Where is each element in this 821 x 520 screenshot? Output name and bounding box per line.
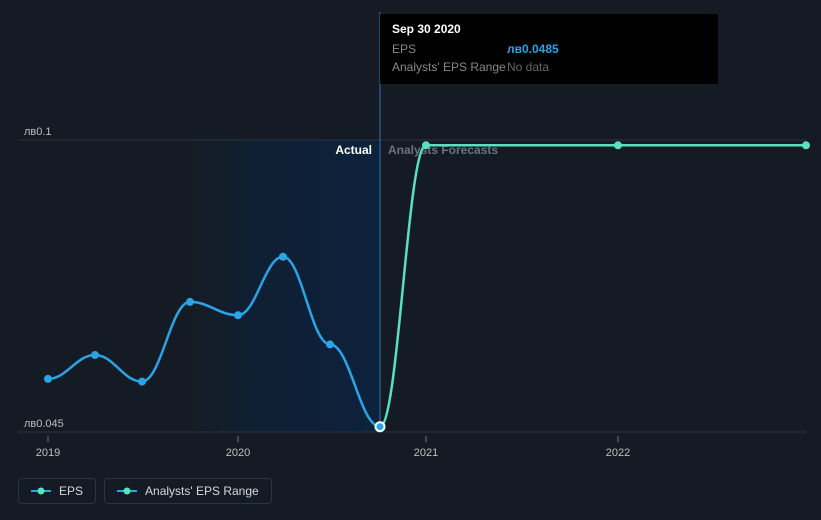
- actual-point: [138, 378, 146, 386]
- legend-item-eps[interactable]: EPS: [18, 478, 96, 504]
- actual-point: [44, 375, 52, 383]
- actual-point: [326, 340, 334, 348]
- y-tick-label: лв0.1: [24, 126, 52, 138]
- tooltip-row-label: Analysts' EPS Range: [392, 58, 507, 76]
- tooltip-row: EPSлв0.0485: [392, 40, 706, 58]
- legend-swatch-icon: [31, 486, 51, 496]
- section-label-actual: Actual: [335, 143, 372, 157]
- tooltip-row-value: No data: [507, 58, 549, 76]
- actual-point: [279, 253, 287, 261]
- actual-point: [91, 351, 99, 359]
- eps-chart: лв0.1 лв0.045 2019 2020 2021 2022 Actual Analys…: [0, 0, 821, 520]
- tooltip-row-label: EPS: [392, 40, 507, 58]
- legend-item-eps-range[interactable]: Analysts' EPS Range: [104, 478, 272, 504]
- x-tick-label: 2022: [606, 447, 630, 459]
- highlight-point: [376, 422, 385, 431]
- chart-tooltip: Sep 30 2020 EPSлв0.0485Analysts' EPS Ran…: [380, 14, 718, 84]
- actual-point: [186, 298, 194, 306]
- forecast-point: [802, 141, 810, 149]
- x-tick-label: 2021: [414, 447, 438, 459]
- tooltip-date: Sep 30 2020: [392, 22, 706, 36]
- legend-label: Analysts' EPS Range: [145, 484, 259, 498]
- tooltip-row: Analysts' EPS RangeNo data: [392, 58, 706, 76]
- legend-label: EPS: [59, 484, 83, 498]
- legend-swatch-icon: [117, 486, 137, 496]
- x-tick-label: 2020: [226, 447, 250, 459]
- y-tick-label: лв0.045: [24, 418, 64, 430]
- x-tick-label: 2019: [36, 447, 60, 459]
- legend: EPS Analysts' EPS Range: [18, 478, 272, 504]
- forecast-point: [422, 141, 430, 149]
- actual-point: [234, 311, 242, 319]
- tooltip-row-value: лв0.0485: [507, 40, 559, 58]
- forecast-point: [614, 141, 622, 149]
